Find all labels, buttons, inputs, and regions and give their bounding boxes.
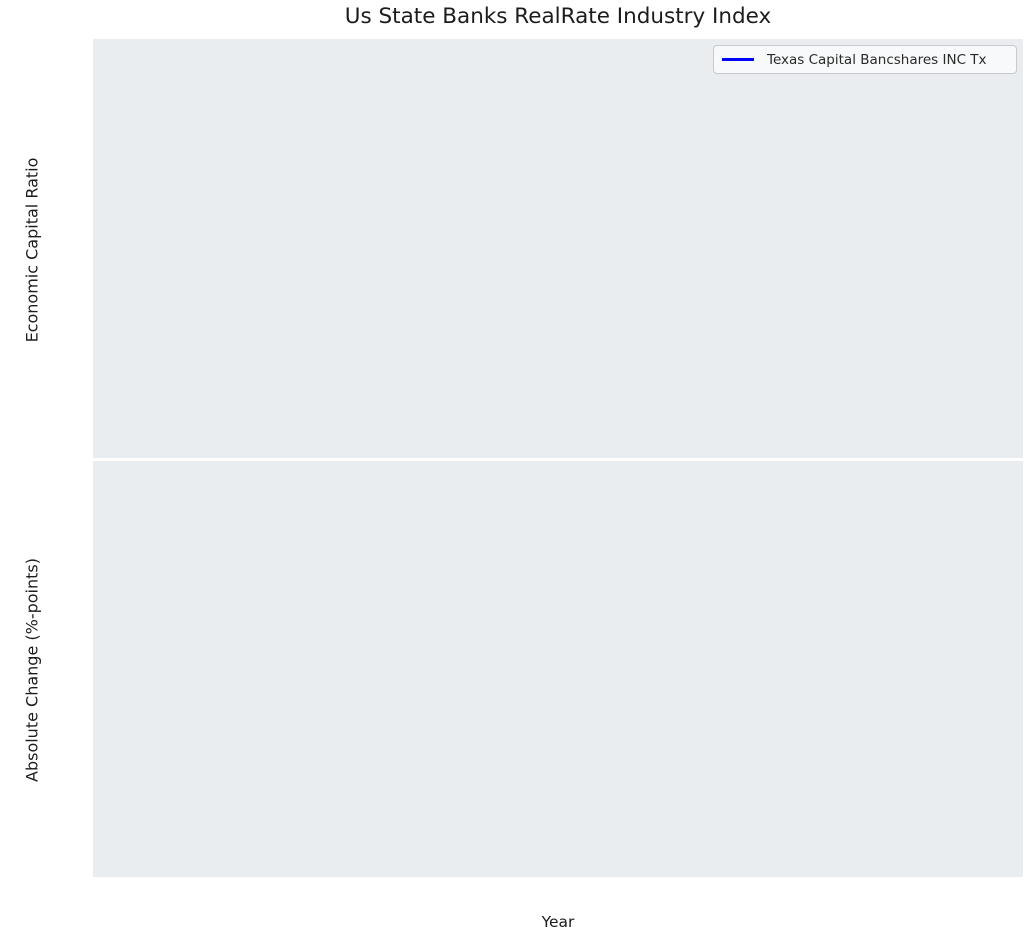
legend-line-swatch — [722, 58, 754, 61]
top-plot-area — [93, 39, 1023, 458]
legend: Texas Capital Bancshares INC Tx — [713, 45, 1017, 74]
y-axis-label-bottom: Absolute Change (%-points) — [22, 558, 42, 782]
legend-label: Texas Capital Bancshares INC Tx — [767, 51, 987, 68]
bottom-plot-area — [93, 461, 1023, 877]
chart-title: Us State Banks RealRate Industry Index — [344, 4, 772, 29]
y-axis-label-top: Economic Capital Ratio — [22, 157, 42, 343]
x-axis-label: Year — [541, 913, 575, 931]
